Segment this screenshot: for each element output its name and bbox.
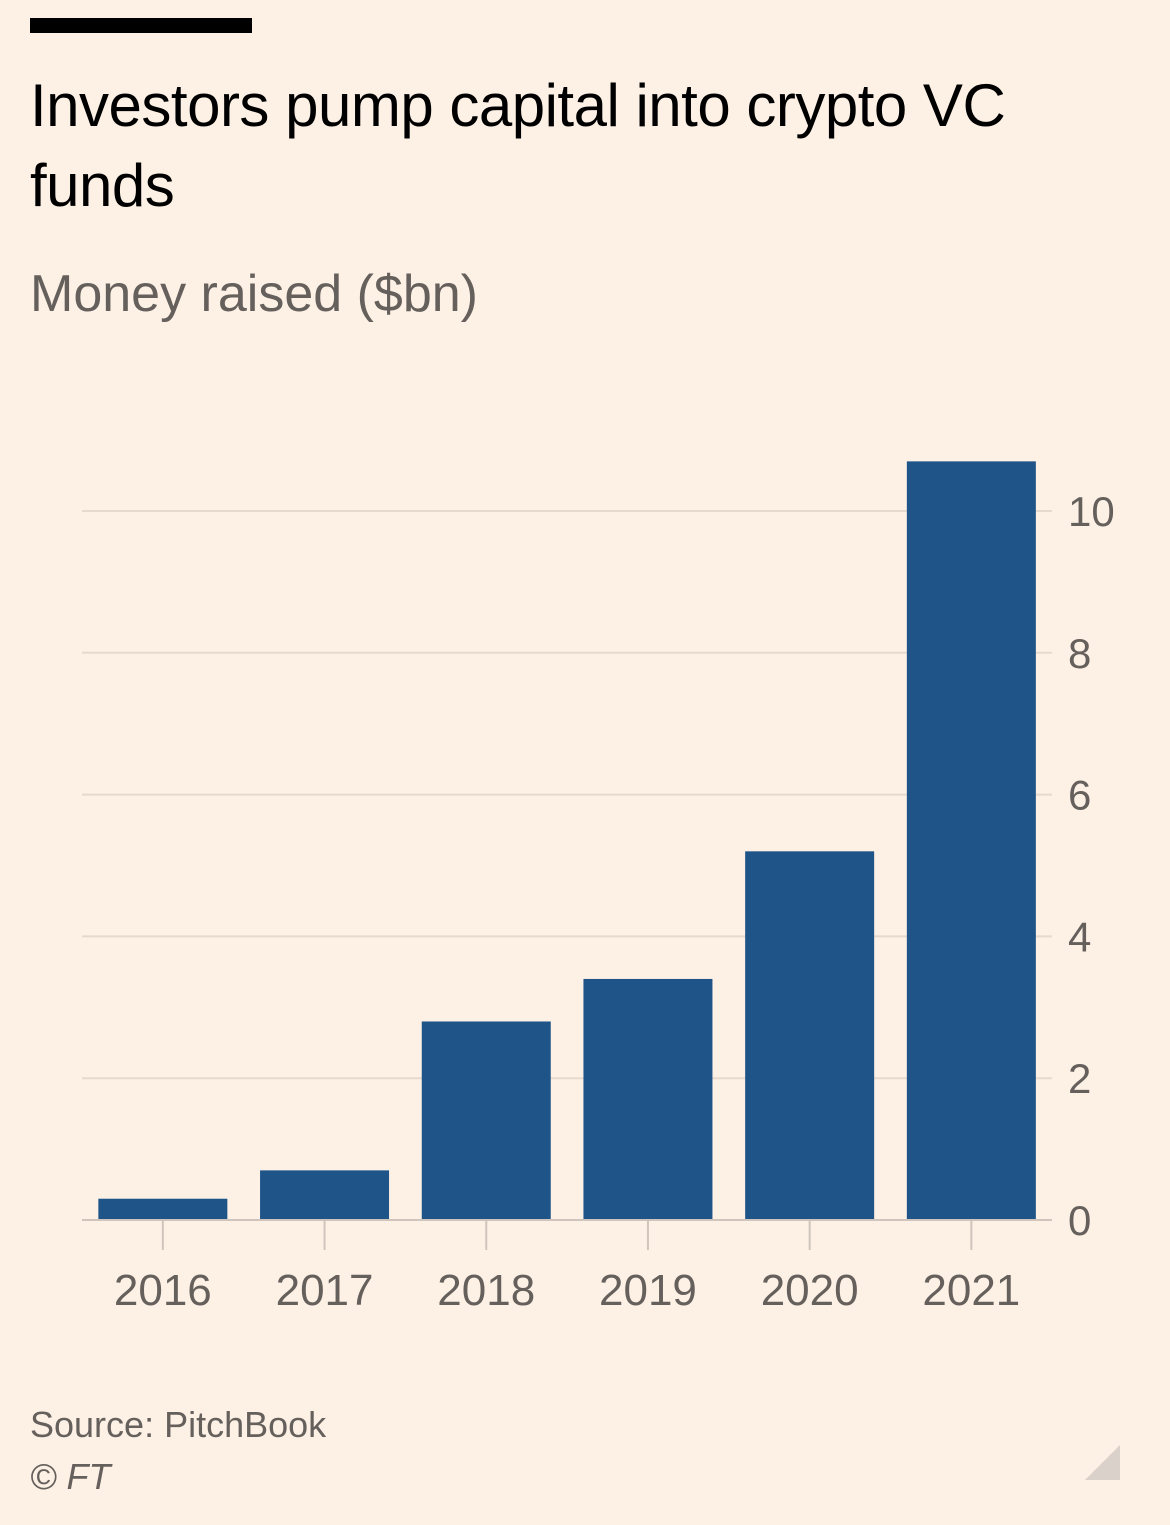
chart-subtitle: Money raised ($bn) <box>30 265 478 323</box>
corner-resize-icon <box>1085 1445 1120 1480</box>
bar-2018 <box>421 1021 551 1220</box>
copyright-note: © FT <box>30 1456 111 1497</box>
header-rule <box>30 18 252 33</box>
axes: 0 2 4 6 8 10 2016 2017 2018 2019 2020 2021 <box>82 488 1115 1315</box>
x-tick-label: 2016 <box>114 1266 212 1315</box>
x-tick-label: 2021 <box>922 1266 1020 1315</box>
y-tick-label: 10 <box>1068 488 1115 535</box>
chart-title: Investors pump capital into crypto VC fu… <box>30 72 1006 219</box>
y-tick-label: 6 <box>1068 772 1091 819</box>
y-tick-label: 4 <box>1068 913 1091 960</box>
bar-2021 <box>906 461 1036 1220</box>
x-tick-label: 2017 <box>276 1266 374 1315</box>
bar-2019 <box>583 978 713 1220</box>
y-tick-label: 0 <box>1068 1197 1091 1244</box>
y-tick-label: 8 <box>1068 630 1091 677</box>
bars <box>98 461 1036 1220</box>
bar-2020 <box>745 851 875 1220</box>
bar-2017 <box>260 1170 390 1220</box>
gridlines <box>82 510 1052 1080</box>
y-tick-label: 2 <box>1068 1055 1091 1102</box>
x-tick-label: 2018 <box>437 1266 535 1315</box>
x-tick-label: 2019 <box>599 1266 697 1315</box>
bar-2016 <box>98 1198 228 1220</box>
x-tick-label: 2020 <box>761 1266 859 1315</box>
source-note: Source: PitchBook <box>30 1404 327 1445</box>
